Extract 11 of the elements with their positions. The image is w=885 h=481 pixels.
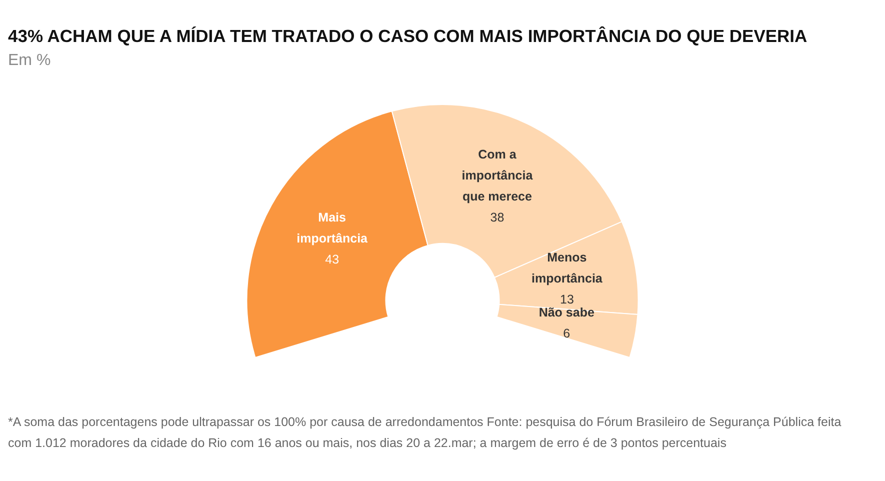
text: *A soma das porcentagens pode ultrapassar os 100% por causa de arredondamentos Fonte: pesquisa do Fórum Brasileiro de Segurança Pública feita com 1.012 moradores da cidade do Rio com 16 anos ou mais, nos dias 20 a 22.mar; a margem de erro é de 3 pontos percentuais <box>8 414 842 452</box>
slice-label: Mais importância <box>296 210 369 246</box>
slice-label: Menos importância <box>532 250 604 286</box>
chart-title: 43% ACHAM QUE A MÍDIA TEM TRATADO O CASO COM MAIS IMPORTÂNCIA DO QUE DEVERIA <box>8 26 808 47</box>
data-label: 43 <box>325 252 340 266</box>
data-label: 6 <box>563 326 570 340</box>
data-label: 38 <box>490 210 504 224</box>
text: Em % <box>8 52 51 70</box>
data-label: 13 <box>560 292 574 306</box>
slice-label: Com a importância que merece <box>462 147 534 204</box>
slice-label: Não sabe <box>538 305 594 320</box>
